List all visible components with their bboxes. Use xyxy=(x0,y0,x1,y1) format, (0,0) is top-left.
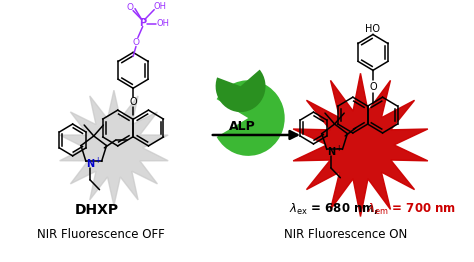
Text: ALP: ALP xyxy=(229,119,256,133)
Text: O: O xyxy=(129,97,137,107)
Text: O: O xyxy=(132,38,139,47)
Text: NIR Fluorescence ON: NIR Fluorescence ON xyxy=(284,228,407,241)
Text: $\lambda_{\rm em}$ = 700 nm: $\lambda_{\rm em}$ = 700 nm xyxy=(367,202,456,217)
Text: O: O xyxy=(127,3,134,12)
Text: DHXP: DHXP xyxy=(74,203,118,217)
Text: +: + xyxy=(335,144,342,154)
Text: OH: OH xyxy=(156,19,169,28)
Polygon shape xyxy=(293,73,428,217)
Wedge shape xyxy=(217,80,285,156)
Text: HO: HO xyxy=(365,24,381,34)
Text: NIR Fluorescence OFF: NIR Fluorescence OFF xyxy=(37,228,165,241)
Text: N: N xyxy=(327,147,335,157)
Polygon shape xyxy=(60,90,168,206)
Text: OH: OH xyxy=(154,2,166,11)
Wedge shape xyxy=(216,70,265,112)
Text: P: P xyxy=(139,18,146,28)
Text: N: N xyxy=(86,159,94,169)
Text: +: + xyxy=(94,156,101,165)
Text: O: O xyxy=(369,82,377,92)
Text: $\lambda_{\rm ex}$ = 680 nm,: $\lambda_{\rm ex}$ = 680 nm, xyxy=(289,202,384,217)
